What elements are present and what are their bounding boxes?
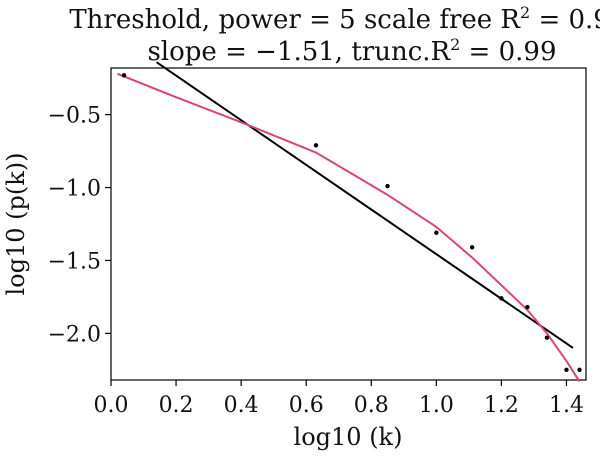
chart-title-line-2-rest: = 0.99 xyxy=(460,37,556,67)
chart-title-line-1-text: Threshold, power = 5 scale free R xyxy=(69,5,521,35)
scale-free-fit-line xyxy=(155,61,574,349)
x-axis-label: log10 (k) xyxy=(294,423,403,451)
x-tick-label: 0.4 xyxy=(224,393,259,418)
x-tick-label: 1.4 xyxy=(549,393,584,418)
plot-area xyxy=(117,61,582,382)
chart-title-line-1-sup: 2 xyxy=(520,3,530,22)
data-points xyxy=(121,73,582,372)
chart-title-line-1-rest: = 0.93, xyxy=(530,5,600,35)
chart-title-line-2-text: slope = −1.51, trunc.R xyxy=(147,37,451,67)
data-point xyxy=(564,367,569,372)
x-tick-label: 0.6 xyxy=(289,393,324,418)
data-point xyxy=(499,296,504,301)
chart-title-line-2-sup: 2 xyxy=(450,35,460,54)
x-tick-label: 1.0 xyxy=(419,393,454,418)
x-tick-label: 0.2 xyxy=(159,393,194,418)
data-point xyxy=(385,183,390,189)
y-tick-label: −0.5 xyxy=(48,104,101,129)
y-tick-label: −1.5 xyxy=(48,249,101,274)
x-axis-ticks: 0.0 0.2 0.4 0.6 0.8 1.0 1.2 1.4 xyxy=(94,380,584,418)
chart-title-line-2: slope = −1.51, trunc.R2 = 0.99 xyxy=(147,35,556,67)
data-point xyxy=(577,367,582,372)
x-tick-label: 1.2 xyxy=(484,393,519,418)
x-tick-label: 0.0 xyxy=(94,393,129,418)
data-point xyxy=(434,230,439,235)
y-tick-label: −1.0 xyxy=(48,177,101,202)
truncated-fit-curve xyxy=(117,72,581,382)
plot-frame xyxy=(110,67,587,381)
data-point xyxy=(544,335,550,340)
data-point xyxy=(313,143,319,148)
y-axis-label: log10 (p(k)) xyxy=(2,152,30,295)
x-tick-label: 0.8 xyxy=(354,393,389,418)
data-point xyxy=(525,304,530,310)
chart-title-line-1: Threshold, power = 5 scale free R2 = 0.9… xyxy=(69,3,600,35)
y-axis-ticks: −0.5 −1.0 −1.5 −2.0 xyxy=(48,104,111,347)
data-point xyxy=(121,73,127,78)
data-point xyxy=(469,245,475,250)
y-tick-label: −2.0 xyxy=(48,322,101,347)
